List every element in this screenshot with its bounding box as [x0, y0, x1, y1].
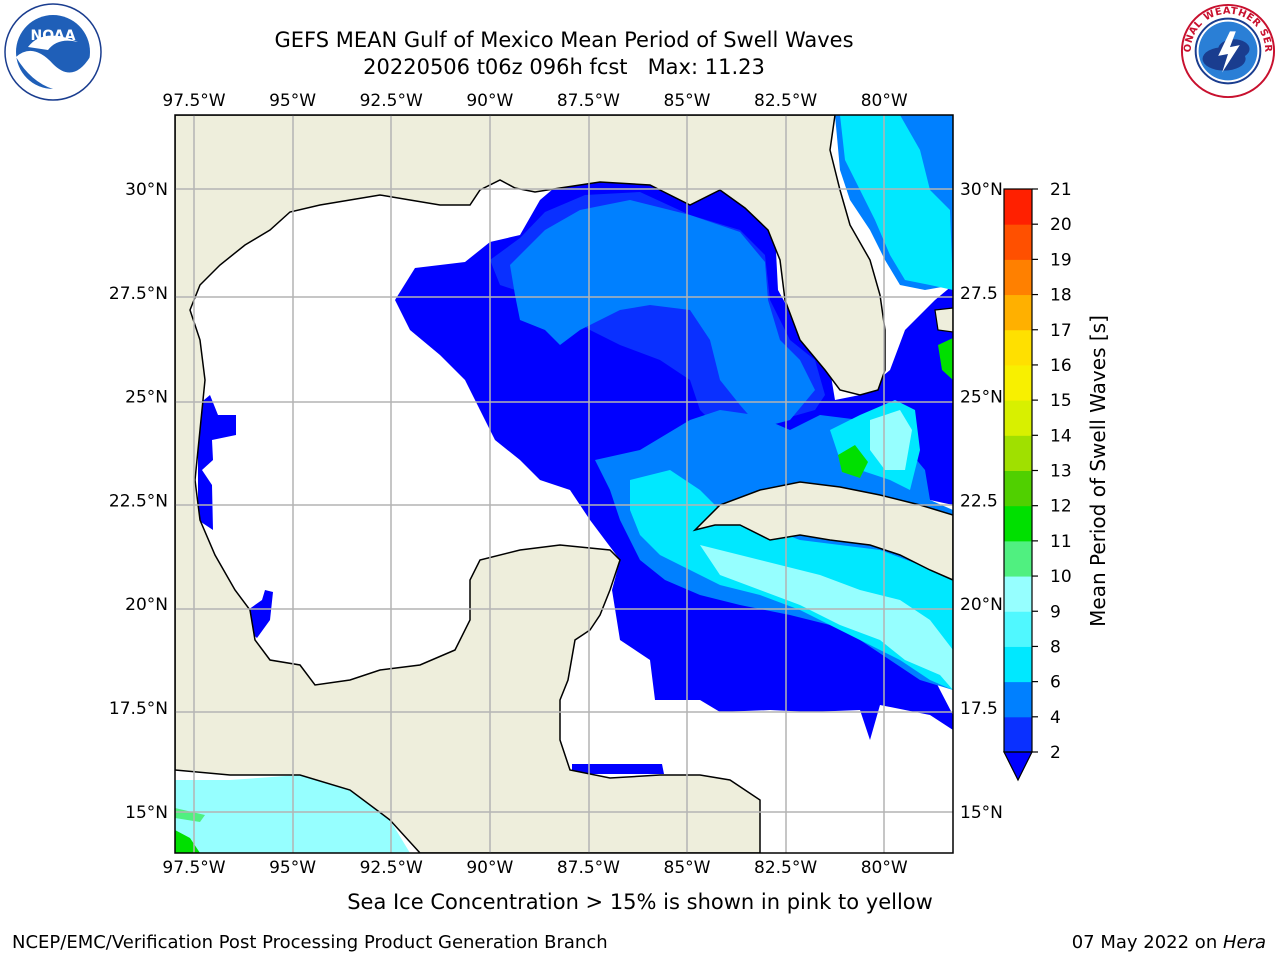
x-tick-label-top: 95°W	[269, 91, 316, 111]
colorbar-segment	[1004, 364, 1032, 401]
colorbar-segment	[1004, 611, 1032, 647]
noaa-logo: NOAA	[4, 3, 102, 101]
colorbar-extend-min	[1003, 751, 1033, 782]
swell-region-lightcyan-8s	[700, 545, 953, 690]
colorbar-tick-label: 2	[1050, 743, 1061, 763]
x-tick-label-bottom: 90°W	[466, 858, 513, 878]
y-tick-label-left: 17.5°N	[109, 699, 168, 719]
colorbar-tick-label: 10	[1050, 567, 1072, 587]
swell-region-cyan-6s-east	[840, 115, 953, 290]
colorbar-segment	[1004, 329, 1032, 366]
swell-patch-blue-west	[198, 395, 236, 530]
colorbar-segment	[1004, 505, 1032, 542]
colorbar-segment	[1004, 189, 1032, 225]
colorbar-segment	[1004, 716, 1032, 753]
y-ticks-right: 30°N 27.5 25°N 22.5 20°N 17.5 15°N	[960, 180, 1003, 823]
y-tick-label-right: 17.5	[960, 699, 998, 719]
y-ticks-left: 30°N 27.5°N 25°N 22.5°N 20°N 17.5°N 15°N	[109, 180, 168, 823]
x-tick-label-bottom: 97.5°W	[162, 858, 225, 878]
y-tick-label-left: 30°N	[125, 180, 168, 200]
colorbar-tick-label: 13	[1050, 462, 1072, 482]
credit-right: 07 May 2022 on Hera	[1072, 932, 1266, 953]
land-cuba	[692, 481, 953, 581]
chart-subtitle: 20220506 t06z 096h fcst Max: 11.23	[363, 55, 765, 79]
colorbar-tick-label: 15	[1050, 391, 1072, 411]
colorbar-segment	[1004, 470, 1032, 507]
colorbar-segment	[1004, 681, 1032, 718]
colorbar-tick-label: 18	[1050, 286, 1072, 306]
credit-left: NCEP/EMC/Verification Post Processing Pr…	[12, 932, 608, 953]
x-tick-label-top: 87.5°W	[557, 91, 620, 111]
colorbar-tick-label: 8	[1050, 637, 1061, 657]
colorbar-segment	[1004, 646, 1032, 683]
grid	[175, 115, 953, 853]
x-tick-label-bottom: 87.5°W	[557, 858, 620, 878]
colorbar-tick-label: 9	[1050, 602, 1061, 622]
credit-machine: Hera	[1222, 932, 1266, 953]
colorbar-segment	[1004, 294, 1032, 331]
colorbar-segment	[1004, 400, 1032, 436]
colorbar-label: Mean Period of Swell Waves [s]	[1086, 315, 1110, 627]
plot-frame	[174, 114, 954, 854]
colorbar-tick-label: 19	[1050, 250, 1072, 270]
x-ticks-bottom: 97.5°W 95°W 92.5°W 90°W 87.5°W 85°W 82.5°W 80°W	[162, 858, 907, 878]
colorbar-tick-label: 12	[1050, 497, 1072, 517]
y-tick-label-left: 22.5°N	[109, 491, 168, 511]
colorbar-tick-label: 16	[1050, 356, 1072, 376]
x-tick-label-top: 85°W	[664, 91, 711, 111]
x-tick-label-bottom: 95°W	[269, 858, 316, 878]
noaa-logo-text: NOAA	[31, 28, 76, 44]
colorbar-segment	[1004, 224, 1032, 260]
colorbar-tick-label: 4	[1050, 708, 1061, 728]
colorbar-tick-label: 6	[1050, 673, 1061, 693]
colorbar-segment	[1004, 540, 1032, 577]
colorbar-tick-label: 14	[1050, 426, 1072, 446]
colorbar-tick-label: 11	[1050, 532, 1072, 552]
colorbar-tick-label: 17	[1050, 321, 1072, 341]
x-tick-label-top: 92.5°W	[360, 91, 423, 111]
x-tick-label-bottom: 92.5°W	[360, 858, 423, 878]
credit-date: 07 May 2022 on	[1071, 932, 1223, 953]
y-tick-label-right: 30°N	[960, 180, 1003, 200]
colorbar-tick-label: 20	[1050, 215, 1072, 235]
y-tick-label-right: 25°N	[960, 388, 1003, 408]
x-tick-label-top: 80°W	[861, 91, 908, 111]
colorbar-tick-label: 21	[1050, 180, 1072, 200]
x-tick-label-bottom: 85°W	[664, 858, 711, 878]
swell-patch-green-bahamas	[838, 445, 868, 478]
swell-patch-green-east	[938, 338, 953, 380]
colorbar-segment	[1004, 259, 1032, 296]
x-tick-label-bottom: 82.5°W	[754, 858, 817, 878]
y-tick-label-left: 15°N	[125, 803, 168, 823]
colorbar-segment	[1004, 576, 1032, 612]
swell-region-azure-4s	[510, 200, 815, 428]
x-tick-label-top: 97.5°W	[162, 91, 225, 111]
swell-patch-blue-honduras	[572, 764, 664, 774]
y-tick-label-right: 22.5	[960, 491, 998, 511]
y-tick-label-right: 20°N	[960, 595, 1003, 615]
colorbar: 2 4 6 8 9 10 11 12 13 14 15 16 17 18 19 20 21	[1003, 180, 1072, 782]
y-tick-label-right: 27.5	[960, 284, 998, 304]
x-tick-label-bottom: 80°W	[861, 858, 908, 878]
colorbar-segment	[1004, 435, 1032, 471]
y-tick-label-left: 25°N	[125, 388, 168, 408]
land-islands-bahamas	[934, 307, 953, 333]
nws-logo: NATIONAL WEATHER SERVICE	[1176, 2, 1276, 99]
x-ticks-top: 97.5°W 95°W 92.5°W 90°W 87.5°W 85°W 82.5°W 80°W	[162, 91, 907, 111]
chart-title: GEFS MEAN Gulf of Mexico Mean Period of …	[274, 28, 854, 52]
x-tick-label-top: 82.5°W	[754, 91, 817, 111]
y-tick-label-right: 15°N	[960, 803, 1003, 823]
y-tick-label-left: 20°N	[125, 595, 168, 615]
swell-region-lightcyan-8s-bahamas	[870, 410, 912, 470]
y-tick-label-left: 27.5°N	[109, 284, 168, 304]
sea-ice-note: Sea Ice Concentration > 15% is shown in …	[347, 890, 933, 914]
x-tick-label-top: 90°W	[466, 91, 513, 111]
